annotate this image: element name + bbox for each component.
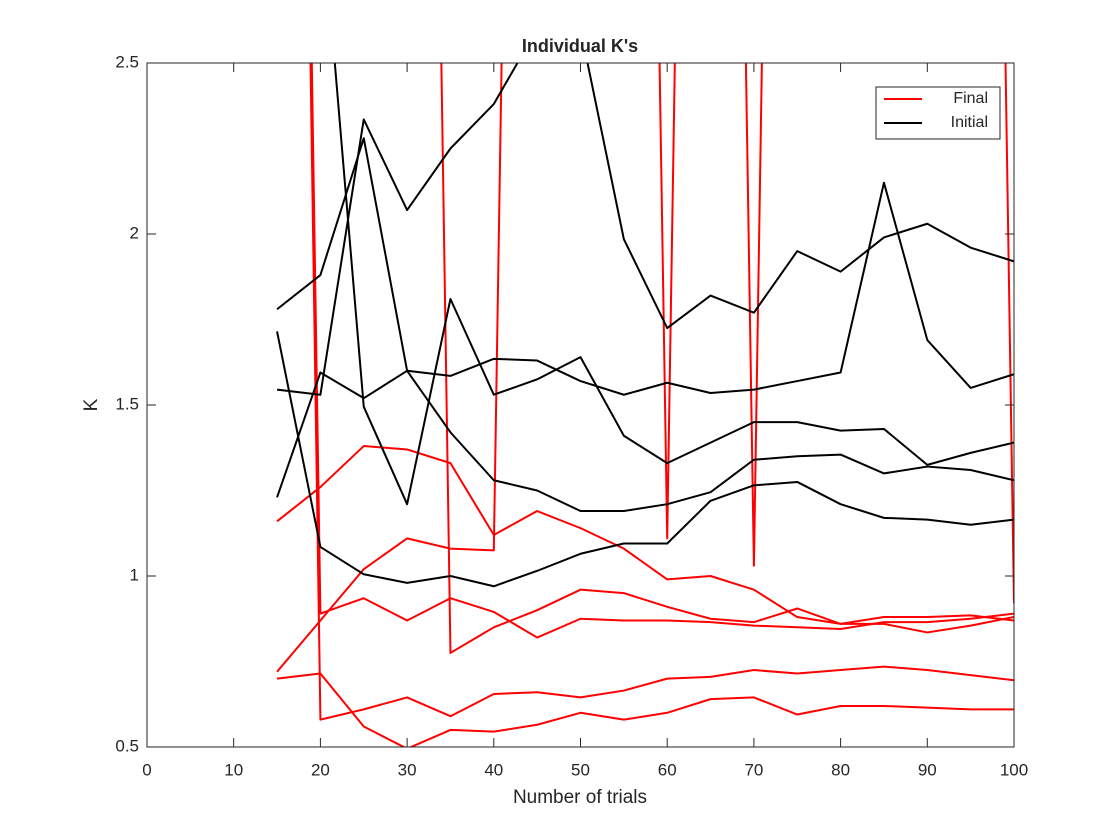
legend-box [875, 86, 1001, 140]
data-line [440, 63, 1014, 654]
x-tick-label: 70 [744, 760, 763, 779]
plot-area [147, 63, 1014, 747]
y-tick-label: 2 [130, 223, 139, 242]
x-tick-label: 40 [484, 760, 503, 779]
data-line [276, 63, 1014, 673]
data-line [310, 63, 1014, 639]
x-tick-label: 60 [658, 760, 677, 779]
x-tick-label: 0 [142, 760, 151, 779]
data-line [276, 331, 1014, 588]
data-line [276, 672, 1014, 747]
lines [276, 63, 1014, 747]
data-line [276, 445, 1014, 625]
y-tick-label: 2.5 [115, 52, 139, 71]
data-line [276, 137, 1014, 513]
chart-title: Individual K's [522, 36, 638, 56]
x-tick-label: 100 [1000, 760, 1028, 779]
data-line [276, 181, 1014, 498]
data-line [333, 63, 1014, 506]
x-tick-label: 50 [571, 760, 590, 779]
x-tick-label: 20 [311, 760, 330, 779]
legend-label: Final [953, 90, 988, 107]
y-tick-label: 1 [130, 565, 139, 584]
x-tick-label: 90 [918, 760, 937, 779]
x-tick-label: 30 [398, 760, 417, 779]
x-tick-label: 10 [224, 760, 243, 779]
legend: Final Initial [875, 86, 1001, 140]
y-tick-label: 1.5 [115, 394, 139, 413]
legend-label: Initial [951, 114, 988, 131]
x-tick-label: 80 [831, 760, 850, 779]
data-line [276, 63, 1014, 396]
y-tick-label: 0.5 [115, 736, 139, 755]
y-axis-label: K [81, 398, 102, 411]
x-axis-label: Number of trials [513, 787, 647, 808]
data-line [309, 63, 1014, 721]
